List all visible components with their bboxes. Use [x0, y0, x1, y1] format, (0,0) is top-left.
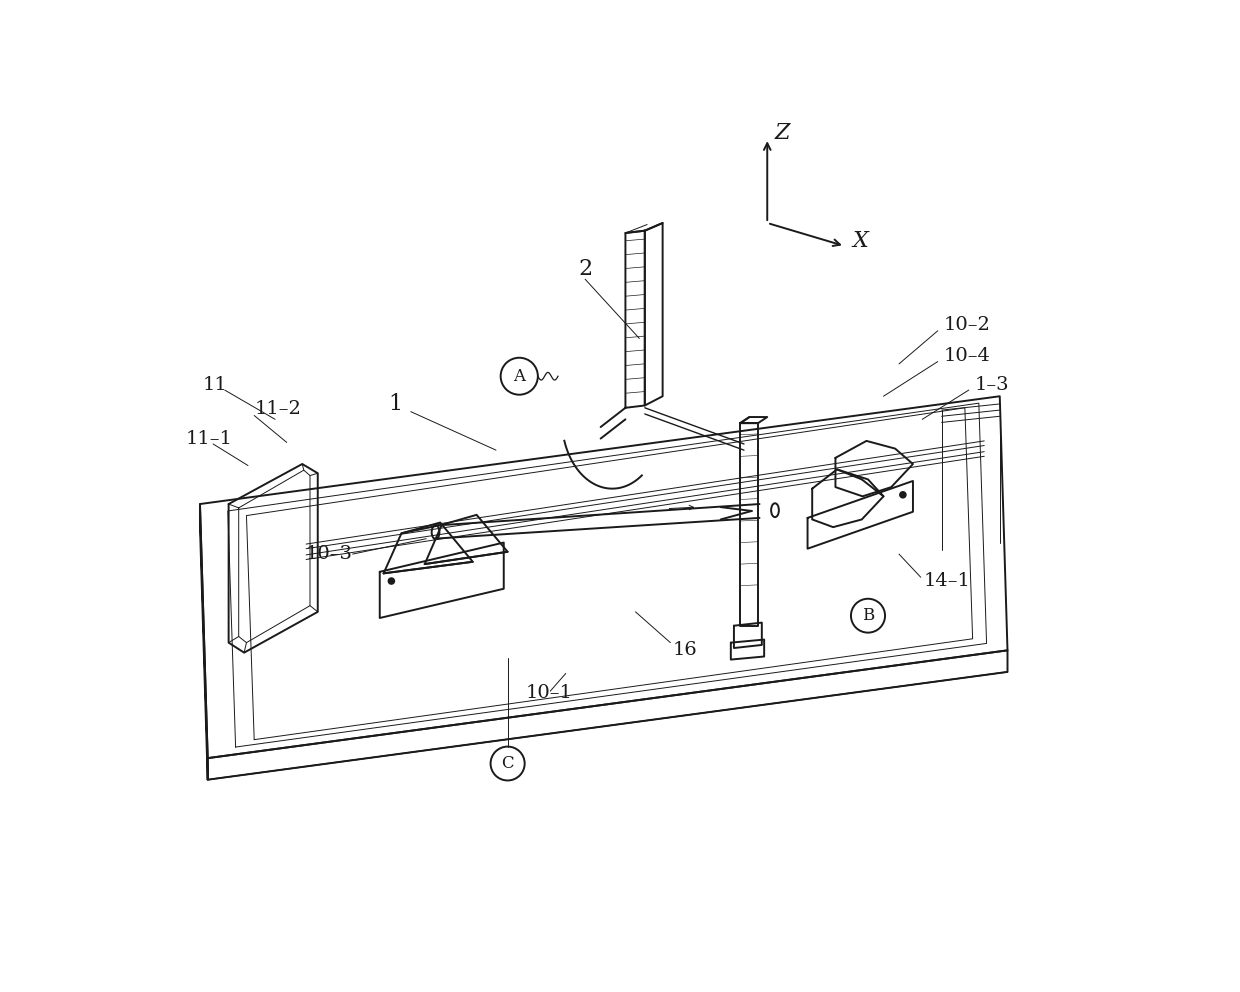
Text: C: C — [501, 755, 513, 772]
Text: 11–1: 11–1 — [186, 430, 233, 447]
Circle shape — [388, 578, 394, 584]
Text: 10–4: 10–4 — [944, 347, 991, 365]
Text: 1–3: 1–3 — [975, 376, 1009, 394]
Text: 10–3: 10–3 — [306, 545, 353, 563]
Circle shape — [900, 492, 906, 498]
Text: 16: 16 — [672, 642, 697, 660]
Text: 10–1: 10–1 — [526, 683, 573, 701]
Text: 11–2: 11–2 — [254, 400, 301, 418]
Text: 10–2: 10–2 — [944, 316, 991, 334]
Text: 1: 1 — [388, 393, 402, 415]
Text: 2: 2 — [578, 258, 593, 280]
Text: 14–1: 14–1 — [924, 572, 971, 590]
Text: X: X — [853, 230, 868, 252]
Text: B: B — [862, 607, 874, 624]
Text: A: A — [513, 368, 526, 385]
Text: Z: Z — [775, 122, 791, 144]
Text: 11: 11 — [203, 376, 228, 394]
